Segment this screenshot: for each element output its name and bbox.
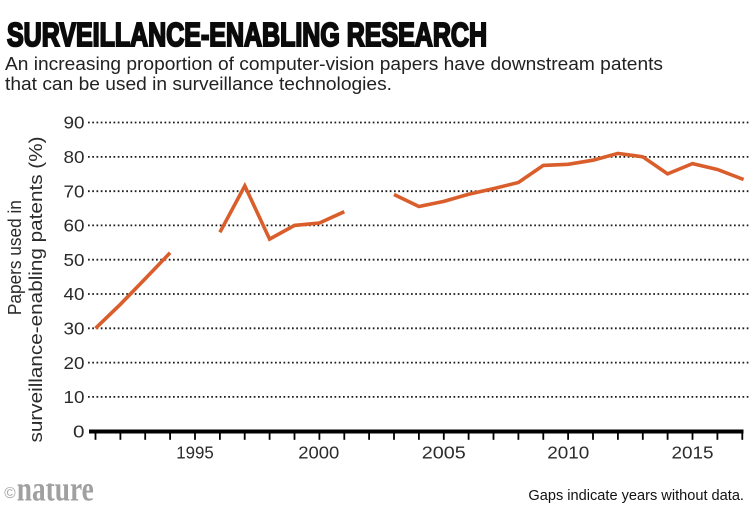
svg-text:©: ©	[4, 485, 16, 502]
svg-text:30: 30	[64, 319, 85, 339]
svg-text:10: 10	[64, 387, 85, 407]
svg-text:2010: 2010	[547, 443, 589, 463]
svg-text:Gaps indicate years without da: Gaps indicate years without data.	[528, 488, 744, 504]
svg-text:1995: 1995	[176, 443, 214, 463]
svg-text:70: 70	[64, 181, 85, 201]
svg-text:An increasing proportion of co: An increasing proportion of computer-vis…	[5, 53, 663, 74]
svg-text:2000: 2000	[298, 443, 339, 463]
svg-text:Papers used in: Papers used in	[5, 200, 25, 315]
svg-text:SURVEILLANCE-ENABLING RESEARCH: SURVEILLANCE-ENABLING RESEARCH	[7, 16, 487, 53]
svg-text:50: 50	[64, 250, 85, 270]
svg-text:that can be used in surveillan: that can be used in surveillance technol…	[5, 73, 392, 94]
svg-text:90: 90	[64, 113, 85, 133]
svg-text:surveillance-enabling patents: surveillance-enabling patents (%)	[26, 137, 46, 443]
svg-text:20: 20	[64, 353, 85, 373]
svg-text:80: 80	[64, 147, 85, 167]
svg-text:nature: nature	[17, 469, 94, 508]
svg-text:2015: 2015	[672, 443, 714, 463]
svg-text:60: 60	[64, 216, 85, 236]
svg-text:0: 0	[73, 421, 85, 441]
svg-text:40: 40	[64, 284, 85, 304]
svg-text:2005: 2005	[422, 443, 466, 463]
